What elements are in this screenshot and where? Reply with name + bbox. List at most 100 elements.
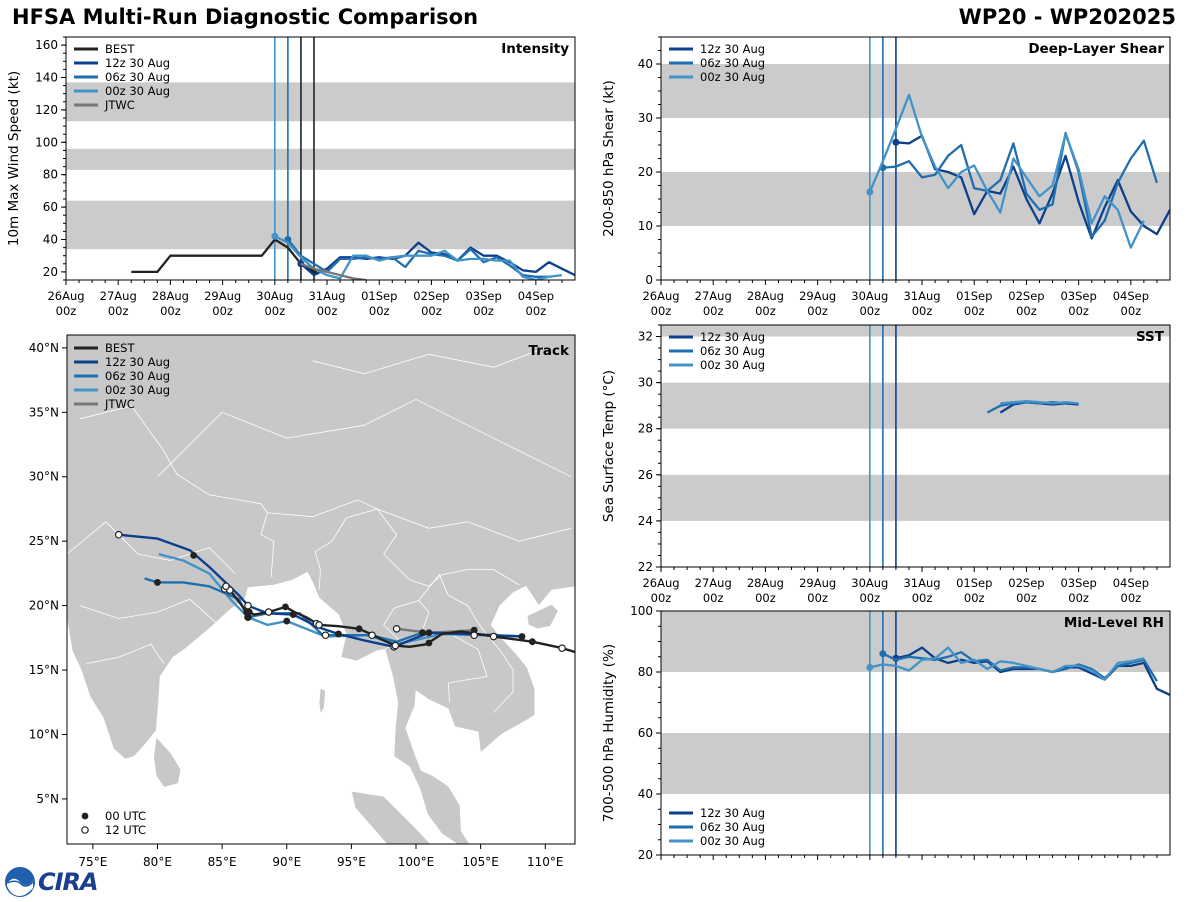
sst-xtick-label-hour: 00z — [703, 591, 724, 605]
intensity-xtick-label-hour: 00z — [526, 304, 547, 318]
sst-band — [661, 382, 1170, 429]
cira-logo-text: CIRA — [38, 868, 99, 896]
land-andaman — [318, 687, 326, 715]
intensity-ytick-label: 20 — [43, 265, 58, 279]
intensity-band — [66, 82, 575, 122]
rh-ylabel: 700-500 hPa Humidity (%) — [601, 644, 617, 822]
shear-series-marker — [866, 188, 874, 196]
rh-ytick-label: 20 — [638, 848, 653, 862]
rh-xtick-label: 31Aug — [903, 864, 940, 866]
intensity-xtick-label: 28Aug — [152, 289, 189, 303]
sst-title: SST — [1136, 329, 1165, 345]
intensity-xtick-label: 01Sep — [361, 289, 397, 303]
cira-logo: CIRA — [4, 866, 114, 898]
border-states-south — [86, 643, 165, 664]
shear-xtick-label-hour: 00z — [651, 304, 672, 318]
shear-xtick-label-hour: 00z — [1016, 304, 1037, 318]
border-china-provinces-b — [377, 508, 572, 542]
shear-ytick-label: 10 — [638, 219, 653, 233]
map-ytick-label: 30°N — [29, 470, 59, 484]
sst-panel: 22242628303226Aug00z27Aug00z28Aug00z29Au… — [601, 324, 1171, 605]
track-marker-12utc — [470, 631, 478, 640]
map-legend-label: 12z 30 Aug — [105, 355, 170, 369]
intensity-band — [66, 200, 575, 250]
sst-xtick-label: 30Aug — [851, 576, 888, 590]
sst-xtick-label: 04Sep — [1113, 576, 1149, 590]
sst-xtick-label-hour: 00z — [1016, 591, 1037, 605]
track-marker-00utc — [283, 617, 291, 625]
shear-xtick-label: 31Aug — [903, 289, 940, 303]
sst-ytick-label: 26 — [638, 468, 653, 482]
border-myanmar-china — [314, 508, 520, 591]
sst-ytick-label: 32 — [638, 330, 653, 344]
rh-series-marker — [879, 650, 887, 658]
track-marker-00utc — [282, 603, 289, 611]
sst-xtick-label-hour: 00z — [859, 591, 880, 605]
rh-legend-label: 00z 30 Aug — [700, 834, 765, 848]
shear-ylabel: 200-850 hPa Shear (kt) — [601, 80, 617, 237]
intensity-legend-label: 06z 30 Aug — [105, 70, 170, 84]
border-himalaya — [79, 405, 378, 518]
rh-xtick-label: 01Sep — [956, 864, 992, 866]
map-legend-marker-hollow — [81, 826, 89, 834]
sst-legend-label: 06z 30 Aug — [700, 344, 765, 358]
track-marker-00utc — [154, 579, 161, 586]
shear-xtick-label: 26Aug — [642, 289, 679, 303]
map-frame — [66, 334, 576, 845]
border-china-provinces-c — [312, 347, 546, 375]
sst-legend-label: 00z 30 Aug — [700, 358, 765, 372]
intensity-ytick-label: 140 — [35, 71, 58, 85]
rh-xtick-label: 29Aug — [799, 864, 836, 866]
sst-xtick-label-hour: 00z — [1068, 591, 1089, 605]
rh-xtick-label: 28Aug — [747, 864, 784, 866]
track-marker-12utc — [392, 625, 401, 633]
land-sumatra — [351, 790, 431, 844]
intensity-ytick-label: 80 — [43, 168, 58, 182]
shear-xtick-label: 30Aug — [851, 289, 888, 303]
sst-xtick-label: 27Aug — [695, 576, 732, 590]
map-ytick-label: 15°N — [29, 663, 59, 677]
sst-xtick-label-hour: 00z — [807, 591, 828, 605]
rh-band — [661, 733, 1170, 794]
intensity-xtick-label: 27Aug — [100, 289, 137, 303]
intensity-xtick-label-hour: 00z — [160, 304, 181, 318]
track-marker-00utc — [528, 638, 536, 646]
intensity-ytick-label: 100 — [35, 135, 58, 149]
shear-ytick-label: 0 — [645, 273, 653, 287]
intensity-xtick-label: 31Aug — [308, 289, 345, 303]
map-xtick-label: 95°E — [337, 855, 366, 866]
shear-legend-label: 06z 30 Aug — [700, 56, 765, 70]
shear-series-marker — [892, 138, 900, 146]
intensity-series-line — [131, 238, 315, 274]
shear-ytick-label: 40 — [638, 57, 653, 71]
intensity-xtick-label: 26Aug — [47, 289, 84, 303]
figure-canvas: 2040608010012014016026Aug00z27Aug00z28Au… — [6, 36, 1171, 866]
track-marker-12utc — [222, 582, 230, 591]
sst-xtick-label-hour: 00z — [912, 591, 933, 605]
intensity-legend-label: BEST — [105, 42, 135, 56]
intensity-xtick-label: 04Sep — [518, 289, 554, 303]
intensity-xtick-label: 29Aug — [204, 289, 241, 303]
intensity-xtick-label-hour: 00z — [108, 304, 129, 318]
track-map-panel: 75°E 80°E 85°E 90°E 95°E 100°E 105°E 110°E 5°N 10… — [29, 334, 576, 866]
track-marker-00utc — [419, 629, 426, 637]
figure-title: HFSA Multi-Run Diagnostic Comparison — [12, 5, 479, 29]
track-marker-00utc — [470, 626, 478, 634]
sst-band — [661, 474, 1170, 521]
intensity-xtick-label-hour: 00z — [56, 304, 77, 318]
rh-legend-label: 12z 30 Aug — [700, 806, 765, 820]
shear-xtick-label: 29Aug — [799, 289, 836, 303]
map-xtick-label: 80°E — [143, 855, 172, 866]
border-china-provinces-a — [157, 398, 572, 478]
sst-xtick-label-hour: 00z — [755, 591, 776, 605]
map-xtick-label: 90°E — [272, 855, 301, 866]
sst-xtick-label: 02Sep — [1008, 576, 1044, 590]
sst-frame — [660, 324, 1171, 568]
track-marker-12utc — [558, 644, 566, 652]
shear-xtick-label-hour: 00z — [755, 304, 776, 318]
intensity-xtick-label-hour: 00z — [317, 304, 338, 318]
intensity-xtick-label: 03Sep — [465, 289, 501, 303]
rh-series-group — [866, 646, 1170, 696]
track-marker-12utc — [368, 631, 376, 640]
track-marker-12utc — [114, 530, 123, 539]
